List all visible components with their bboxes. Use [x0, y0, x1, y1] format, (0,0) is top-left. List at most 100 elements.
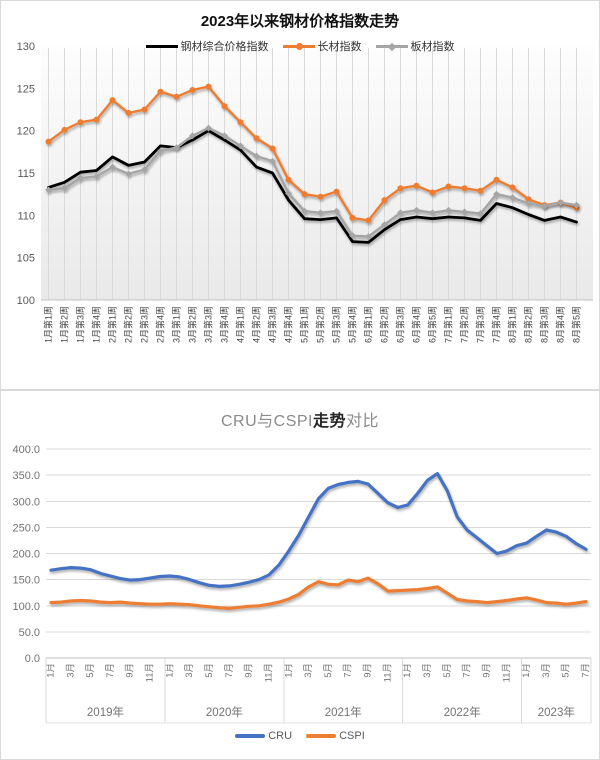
- svg-text:4月第3周: 4月第3周: [267, 306, 278, 343]
- svg-text:4月第2周: 4月第2周: [251, 306, 262, 343]
- svg-text:11月: 11月: [145, 663, 156, 682]
- legend-item-cspi: CSPI: [306, 730, 365, 742]
- svg-text:250.0: 250.0: [12, 522, 40, 534]
- svg-text:3月第2周: 3月第2周: [187, 306, 198, 343]
- svg-text:7月第2周: 7月第2周: [459, 306, 470, 343]
- svg-text:9月: 9月: [363, 663, 374, 678]
- svg-text:8月第3周: 8月第3周: [539, 306, 550, 343]
- svg-text:125: 125: [17, 83, 35, 95]
- svg-text:7月第3周: 7月第3周: [475, 306, 486, 343]
- svg-text:0.0: 0.0: [25, 653, 40, 665]
- svg-text:1月第2周: 1月第2周: [59, 306, 70, 343]
- svg-text:5月第2周: 5月第2周: [315, 306, 326, 343]
- plate-products-line-swatch: [375, 41, 408, 51]
- svg-text:1月: 1月: [283, 663, 294, 678]
- svg-text:9月: 9月: [244, 663, 255, 678]
- svg-text:105: 105: [17, 253, 35, 265]
- svg-text:2022年: 2022年: [444, 705, 481, 719]
- svg-text:2月第2周: 2月第2周: [123, 306, 134, 343]
- svg-text:2月第3周: 2月第3周: [139, 306, 150, 343]
- svg-text:300.0: 300.0: [12, 496, 40, 508]
- composite-index-line-swatch: [145, 41, 178, 51]
- legend-item-cru: CRU: [235, 730, 292, 742]
- svg-text:5月: 5月: [561, 663, 572, 678]
- svg-text:9月: 9月: [481, 663, 492, 678]
- steel-chart-title: 2023年以来钢材价格指数走势: [200, 13, 400, 30]
- cru-cspi-line-chart: 0.0 50.0 100.0 150.0 200.0 250.0 300.0 350.0 400…: [12, 444, 592, 724]
- legend-label: 钢材综合价格指数: [180, 41, 269, 53]
- legend-label: 长材指数: [317, 41, 362, 53]
- svg-text:1月: 1月: [402, 663, 413, 678]
- svg-text:11月: 11月: [501, 663, 512, 682]
- legend-item-long-products: 长材指数: [282, 38, 362, 54]
- legend-label: CSPI: [339, 730, 365, 742]
- svg-text:1月: 1月: [521, 663, 532, 678]
- svg-text:50.0: 50.0: [19, 627, 40, 639]
- svg-text:115: 115: [17, 168, 35, 180]
- svg-text:130: 130: [17, 41, 35, 53]
- cru-line-swatch: [235, 734, 266, 738]
- svg-text:7月第4周: 7月第4周: [491, 306, 502, 343]
- svg-text:2月第1周: 2月第1周: [107, 306, 118, 343]
- svg-text:350.0: 350.0: [12, 470, 40, 482]
- legend-item-composite-index: 钢材综合价格指数: [145, 38, 269, 54]
- legend-label: CRU: [268, 730, 293, 742]
- svg-text:2月第4周: 2月第4周: [155, 306, 166, 343]
- svg-text:120: 120: [17, 126, 35, 138]
- cru-cspi-chart-panel: CRU与CSPI走势对比 0.0 50.0 100.0 150.0 200.0 250.0…: [0, 390, 600, 760]
- svg-text:8月第2周: 8月第2周: [523, 306, 534, 343]
- svg-text:7月: 7月: [462, 663, 473, 678]
- svg-text:3月: 3月: [65, 663, 76, 678]
- svg-text:5月第3周: 5月第3周: [331, 306, 342, 343]
- svg-text:11月: 11月: [382, 663, 393, 682]
- svg-text:8月第4周: 8月第4周: [555, 306, 566, 343]
- svg-text:100: 100: [17, 295, 35, 307]
- svg-text:3月: 3月: [422, 663, 433, 678]
- svg-text:110: 110: [17, 210, 35, 222]
- cru-cspi-chart-title: CRU与CSPI走势对比: [220, 413, 380, 430]
- svg-text:2019年: 2019年: [87, 705, 124, 719]
- svg-text:4月第1周: 4月第1周: [235, 306, 246, 343]
- svg-text:2023年: 2023年: [538, 705, 575, 719]
- svg-text:5月: 5月: [204, 663, 215, 678]
- svg-text:5月第1周: 5月第1周: [299, 306, 310, 343]
- svg-text:9月: 9月: [125, 663, 136, 678]
- legend-label: 板材指数: [410, 41, 455, 53]
- svg-text:1月: 1月: [164, 663, 175, 678]
- svg-text:4月第4周: 4月第4周: [283, 306, 294, 343]
- cru-cspi-legend: CRU CSPI: [1, 730, 599, 742]
- svg-text:5月: 5月: [85, 663, 96, 678]
- svg-text:1月第1周: 1月第1周: [43, 306, 54, 343]
- svg-text:3月: 3月: [303, 663, 314, 678]
- svg-text:3月第4周: 3月第4周: [219, 306, 230, 343]
- steel-index-line-chart: 100 105 110 115 120 125 130 1月第1周 1月第2周 1月第3周 1月第4…: [17, 41, 593, 343]
- svg-text:8月第1周: 8月第1周: [507, 306, 518, 343]
- svg-text:11月: 11月: [263, 663, 274, 682]
- svg-text:7月: 7月: [105, 663, 116, 678]
- svg-text:2021年: 2021年: [325, 705, 362, 719]
- svg-text:7月第1周: 7月第1周: [443, 306, 454, 343]
- svg-text:3月: 3月: [184, 663, 195, 678]
- svg-text:3月: 3月: [541, 663, 552, 678]
- svg-text:6月第2周: 6月第2周: [379, 306, 390, 343]
- svg-text:6月第4周: 6月第4周: [411, 306, 422, 343]
- svg-text:6月第1周: 6月第1周: [363, 306, 374, 343]
- svg-text:200.0: 200.0: [12, 549, 40, 561]
- svg-text:1月第3周: 1月第3周: [75, 306, 86, 343]
- legend-item-plate-products: 板材指数: [375, 38, 455, 54]
- steel-index-chart-panel: 2023年以来钢材价格指数走势 钢材综合价格指数 长材指数 板材指数 100 10…: [0, 0, 600, 390]
- svg-text:150.0: 150.0: [12, 575, 40, 587]
- long-products-line-swatch: [282, 41, 315, 51]
- svg-text:5月第4周: 5月第4周: [347, 306, 358, 343]
- svg-text:3月第1周: 3月第1周: [171, 306, 182, 343]
- svg-text:7月: 7月: [581, 663, 592, 678]
- steel-chart-legend: 钢材综合价格指数 长材指数 板材指数: [1, 38, 599, 54]
- svg-text:400.0: 400.0: [12, 444, 40, 456]
- svg-text:3月第3周: 3月第3周: [203, 306, 214, 343]
- cspi-line-swatch: [306, 734, 337, 738]
- svg-text:5月: 5月: [442, 663, 453, 678]
- svg-text:100.0: 100.0: [12, 601, 40, 613]
- svg-text:7月: 7月: [224, 663, 235, 678]
- svg-text:6月第3周: 6月第3周: [395, 306, 406, 343]
